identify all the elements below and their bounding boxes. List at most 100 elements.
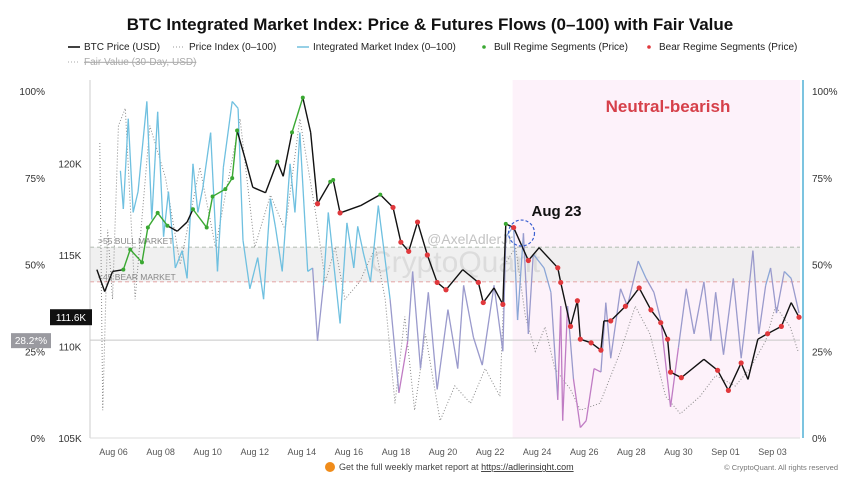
bull-regime-point [230, 176, 235, 181]
price-segment [717, 369, 730, 391]
price-segment [291, 97, 304, 133]
price-segment [206, 196, 214, 228]
bull-regime-point [275, 159, 280, 164]
integrated-index-segment [167, 191, 176, 269]
right-index-tick-label: 25% [812, 347, 832, 358]
bear-regime-point [667, 369, 674, 375]
integrated-index-segment [732, 278, 742, 359]
bear-regime-point [525, 257, 531, 264]
bear-regime-point [738, 360, 744, 366]
integrated-index-segment [550, 292, 559, 400]
bull-regime-point [503, 221, 508, 226]
price-segment [462, 269, 479, 283]
integrated-index-segment [216, 167, 225, 272]
integrated-index-segment [637, 260, 647, 279]
legend-item[interactable]: Integrated Market Index (0–100) [297, 42, 456, 53]
legend-item[interactable]: BTC Price (USD) [68, 42, 160, 53]
integrated-index-segment [562, 306, 569, 421]
price-segment [244, 157, 254, 188]
price-segment [236, 130, 246, 159]
integrated-index-segment [398, 340, 409, 393]
legend-item[interactable]: Price Index (0–100) [173, 42, 276, 53]
integrated-index-segment [269, 198, 276, 227]
price-segment [192, 208, 208, 228]
integrated-index-segment [377, 205, 391, 300]
price-segment [666, 339, 672, 373]
integrated-index-segment [209, 132, 219, 272]
integrated-index-segment [447, 309, 459, 369]
price-segment [252, 186, 266, 194]
integrated-index-segment [369, 205, 379, 282]
watermark: @AxelAdlerJr CryptoQuant [370, 231, 541, 279]
legend-item[interactable]: Bull Regime Segments (Price) [482, 42, 628, 53]
price-segment [276, 161, 284, 177]
price-segment [610, 305, 626, 322]
integrated-index-segment [710, 292, 717, 341]
integrated-index-segment [560, 306, 564, 421]
integrated-index-segment [481, 285, 495, 366]
legend-item[interactable]: Fair Value (30-Day, USD) [68, 57, 196, 68]
integrated-index-segment [457, 285, 465, 369]
right-index-tick-label: 100% [812, 87, 838, 98]
integrated-index-segment [151, 111, 159, 220]
price-segment [122, 249, 131, 270]
legend-label: BTC Price (USD) [84, 42, 160, 53]
integrated-index-segment [353, 226, 359, 269]
bull-regime-point [128, 247, 133, 252]
integrated-index-segment [579, 420, 587, 429]
region-label: Neutral-bearish [606, 97, 731, 116]
integrated-index-segment [174, 250, 183, 269]
integrated-index-segment [610, 288, 622, 359]
integrated-index-segment [715, 292, 725, 355]
right-index-tick-label: 50% [812, 261, 832, 272]
bull-regime-point [210, 194, 215, 199]
bear-regime-point [480, 299, 486, 306]
x-tick-label: Aug 08 [146, 447, 175, 457]
footer-text: Get the full weekly market report at [339, 462, 481, 472]
bear-regime-point [511, 224, 517, 231]
legend-label: Bear Regime Segments (Price) [659, 42, 797, 53]
integrated-index-segment [237, 108, 244, 241]
price-segment [660, 322, 669, 340]
svg-text:Get the full weekly market rep: Get the full weekly market report at htt… [339, 462, 574, 472]
bear-regime-point [665, 336, 671, 342]
price-segment [129, 249, 143, 263]
integrated-index-segment [262, 198, 272, 300]
bear-regime-point [337, 210, 343, 216]
integrated-index-segment [462, 285, 475, 338]
bear-regime-point [636, 285, 642, 291]
x-tick-label: Aug 28 [617, 447, 646, 457]
price-segment [624, 287, 640, 307]
integrated-index-segment [685, 288, 695, 335]
integrated-index-segment [157, 111, 165, 237]
price-segment [426, 254, 438, 283]
bear-regime-point [598, 347, 604, 353]
bear-regime-point [500, 301, 506, 308]
footer-link[interactable]: https://adlerinsight.com [481, 462, 574, 472]
copyright: © CryptoQuant. All rights reserved [724, 463, 838, 472]
integrated-index-segment [572, 378, 581, 428]
price-index-series [99, 108, 799, 423]
bear-regime-point [314, 201, 321, 207]
price-index-line [99, 108, 799, 423]
price-segment [727, 362, 742, 391]
integrated-index-segment [775, 271, 785, 314]
price-segment [104, 271, 114, 292]
integrated-index-segment [146, 101, 153, 220]
integrated-index-segment [316, 285, 325, 341]
integrated-index-segment [790, 278, 800, 314]
price-segment [212, 188, 226, 198]
x-tick-label: Aug 22 [476, 447, 505, 457]
price-segment [527, 247, 540, 261]
legend-item[interactable]: Bear Regime Segments (Price) [647, 42, 797, 53]
bear-regime-point [555, 265, 561, 271]
watermark-handle: @AxelAdlerJr [427, 231, 513, 247]
integrated-index-segment [472, 337, 483, 366]
integrated-index-segment [346, 222, 355, 269]
watermark-brand: CryptoQuant [370, 246, 541, 279]
price-segment [703, 358, 719, 371]
integrated-index-segment [605, 302, 612, 359]
price-segment [224, 177, 233, 190]
price-tick-label: 120K [58, 160, 82, 171]
integrated-index-segment [307, 267, 313, 272]
